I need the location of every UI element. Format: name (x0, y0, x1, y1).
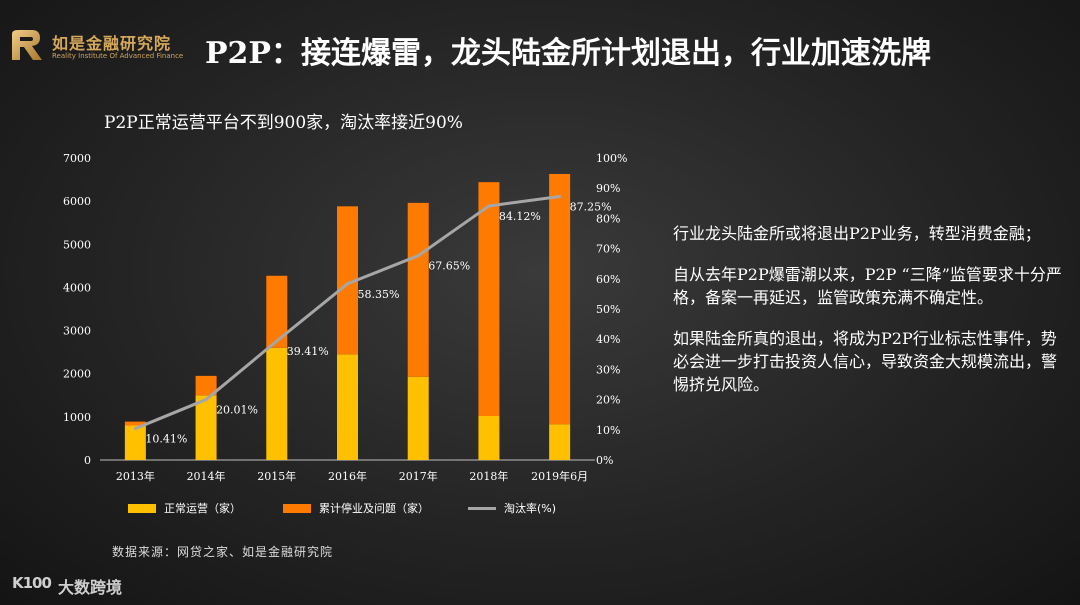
page-title: P2P：接连爆雷，龙头陆金所计划退出，行业加速洗牌 (205, 36, 931, 71)
rate-data-label: 84.12% (499, 210, 541, 223)
x-tick-label: 2018年 (469, 469, 508, 483)
y-right-tick-label: 80% (596, 212, 620, 225)
data-source: 数据来源：网贷之家、如是金融研究院 (112, 545, 334, 559)
legend-label-normal: 正常运营（家） (164, 502, 241, 515)
y-right-tick-label: 20% (596, 394, 620, 407)
y-left-tick-label: 2000 (63, 368, 91, 381)
y-left-tick-label: 3000 (63, 325, 91, 338)
brand-subtitle: Reality Institute Of Advanced Finance (52, 52, 184, 60)
bar-closed (195, 375, 217, 396)
legend-swatch-normal (128, 503, 156, 513)
rate-point (204, 398, 208, 402)
chart-title: P2P正常运营平台不到900家，淘汰率接近90% (104, 113, 463, 133)
bar-normal (195, 395, 217, 460)
legend-swatch-rate (468, 506, 496, 510)
y-right-tick-label: 70% (596, 243, 620, 256)
legend-item-normal: 正常运营（家） (128, 500, 241, 516)
commentary: 行业龙头陆金所或将退出P2P业务，转型消费金融； 自从去年P2P爆雷潮以来，P2… (673, 222, 1063, 414)
legend-label-rate: 淘汰率(%) (504, 502, 557, 515)
bar-normal (478, 415, 500, 460)
y-right-tick-label: 50% (596, 303, 620, 316)
watermark-logo-icon: K100 (12, 574, 52, 592)
rate-point (133, 427, 137, 431)
y-left-tick-label: 0 (84, 454, 91, 467)
y-right-tick-label: 10% (596, 424, 620, 437)
commentary-paragraph-3: 如果陆金所真的退出，将成为P2P行业标志性事件，势必会进一步打击投资人信心，导致… (673, 329, 1058, 394)
rate-point (416, 254, 420, 258)
y-left-tick-label: 5000 (63, 238, 91, 251)
legend-item-closed: 累计停业及问题（家） (283, 500, 429, 516)
y-left-tick-label: 1000 (63, 411, 91, 424)
y-left-tick-label: 4000 (63, 281, 91, 294)
legend-item-rate: 淘汰率(%) (468, 500, 556, 516)
watermark-text: 大数跨境 (58, 578, 123, 597)
y-left-tick-label: 7000 (63, 152, 91, 165)
y-right-tick-label: 40% (596, 333, 620, 346)
commentary-paragraph-1: 行业龙头陆金所或将退出P2P业务，转型消费金融； (673, 224, 1041, 243)
rate-point (487, 204, 491, 208)
y-right-tick-label: 0% (596, 454, 613, 467)
legend-label-closed: 累计停业及问题（家） (319, 502, 429, 515)
rate-data-label: 67.65% (428, 260, 470, 273)
y-right-tick-label: 90% (596, 182, 620, 195)
bar-normal (549, 424, 571, 460)
bar-normal (407, 376, 429, 460)
bar-closed (337, 206, 358, 355)
x-tick-label: 2013年 (116, 469, 155, 483)
bar-closed (266, 275, 288, 348)
bar-closed (549, 173, 571, 425)
bar-normal (266, 347, 288, 460)
rate-data-label: 10.41% (145, 433, 187, 446)
logo-mark-icon (12, 30, 42, 60)
bar-normal (337, 354, 358, 460)
bar-closed (407, 202, 429, 377)
rate-point (275, 339, 279, 343)
bar-closed (478, 182, 500, 416)
y-right-tick-label: 60% (596, 273, 620, 286)
y-right-tick-label: 30% (596, 363, 620, 376)
bar-normal (124, 425, 146, 460)
x-tick-label: 2014年 (187, 469, 226, 483)
y-left-tick-label: 6000 (63, 195, 91, 208)
legend-swatch-closed (283, 503, 311, 513)
x-tick-label: 2015年 (257, 469, 296, 483)
rate-point (346, 282, 349, 286)
rate-data-label: 87.25% (570, 201, 612, 214)
x-tick-label: 2017年 (399, 469, 438, 483)
rate-data-label: 58.35% (358, 288, 400, 301)
x-tick-label: 2016年 (328, 469, 367, 483)
commentary-paragraph-2: 自从去年P2P爆雷潮以来，P2P “三降”监管要求十分严格，备案一再延迟，监管政… (673, 265, 1062, 307)
y-right-tick-label: 100% (596, 152, 627, 165)
brand-name: 如是金融研究院 (52, 34, 172, 53)
brand-logo: 如是金融研究院 Reality Institute Of Advanced Fi… (6, 24, 196, 70)
x-tick-label: 2019年6月 (531, 469, 588, 483)
rate-data-label: 39.41% (287, 345, 329, 358)
bar-closed (124, 421, 146, 426)
rate-point (558, 195, 562, 199)
rate-data-label: 20.01% (216, 404, 258, 417)
